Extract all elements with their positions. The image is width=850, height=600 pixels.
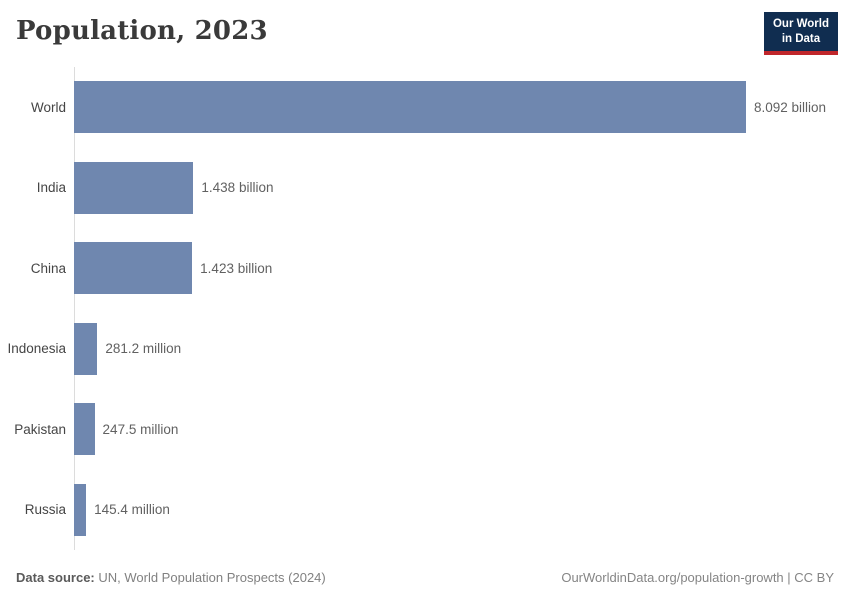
bar[interactable] (74, 483, 87, 536)
category-label: China (30, 260, 66, 276)
bar[interactable] (74, 81, 746, 134)
bar-row: World 8.092 billion (31, 67, 834, 148)
bar-row: India 1.438 billion (37, 148, 834, 229)
value-label: 281.2 million (105, 341, 182, 357)
bar-row: China 1.423 billion (31, 228, 834, 309)
chart-footer: Data source: UN, World Population Prospe… (16, 570, 834, 585)
category-label: Indonesia (7, 341, 66, 357)
bar-row: Indonesia 281.2 million (7, 309, 834, 390)
owid-logo-line1: Our World (772, 18, 829, 30)
category-label: Russia (24, 502, 66, 518)
category-label: Pakistan (14, 421, 66, 437)
value-label: 8.092 billion (754, 99, 827, 115)
data-source-text: UN, World Population Prospects (2024) (94, 570, 326, 585)
bar[interactable] (74, 403, 95, 456)
bar-rows: World 8.092 billion India 1.438 billion Chin… (7, 67, 834, 551)
bar-chart-plot-area: World 8.092 billion India 1.438 billion Chin… (7, 67, 834, 551)
chart-header: Population, 2023 Our World in Data (16, 12, 838, 55)
chart-title: Population, 2023 (16, 16, 268, 46)
bar[interactable] (74, 322, 98, 375)
bar-row: Russia 145.4 million (25, 470, 834, 551)
value-label: 1.438 billion (201, 180, 274, 196)
data-source-note: Data source: UN, World Population Prospe… (16, 570, 326, 585)
value-label: 1.423 billion (200, 260, 273, 276)
owid-logo-line2: in Data (781, 32, 821, 45)
category-label: India (36, 180, 66, 196)
value-label: 247.5 million (102, 421, 179, 437)
category-label: World (30, 99, 66, 115)
value-label: 145.4 million (94, 502, 170, 518)
owid-logo: Our World in Data (763, 12, 838, 55)
bar[interactable] (74, 161, 194, 214)
y-axis-line (74, 67, 75, 550)
bar[interactable] (74, 242, 193, 295)
bar-row: Pakistan 247.5 million (14, 389, 834, 470)
attribution-text: OurWorldinData.org/population-growth | C… (561, 570, 834, 585)
data-source-label: Data source: (16, 570, 95, 585)
